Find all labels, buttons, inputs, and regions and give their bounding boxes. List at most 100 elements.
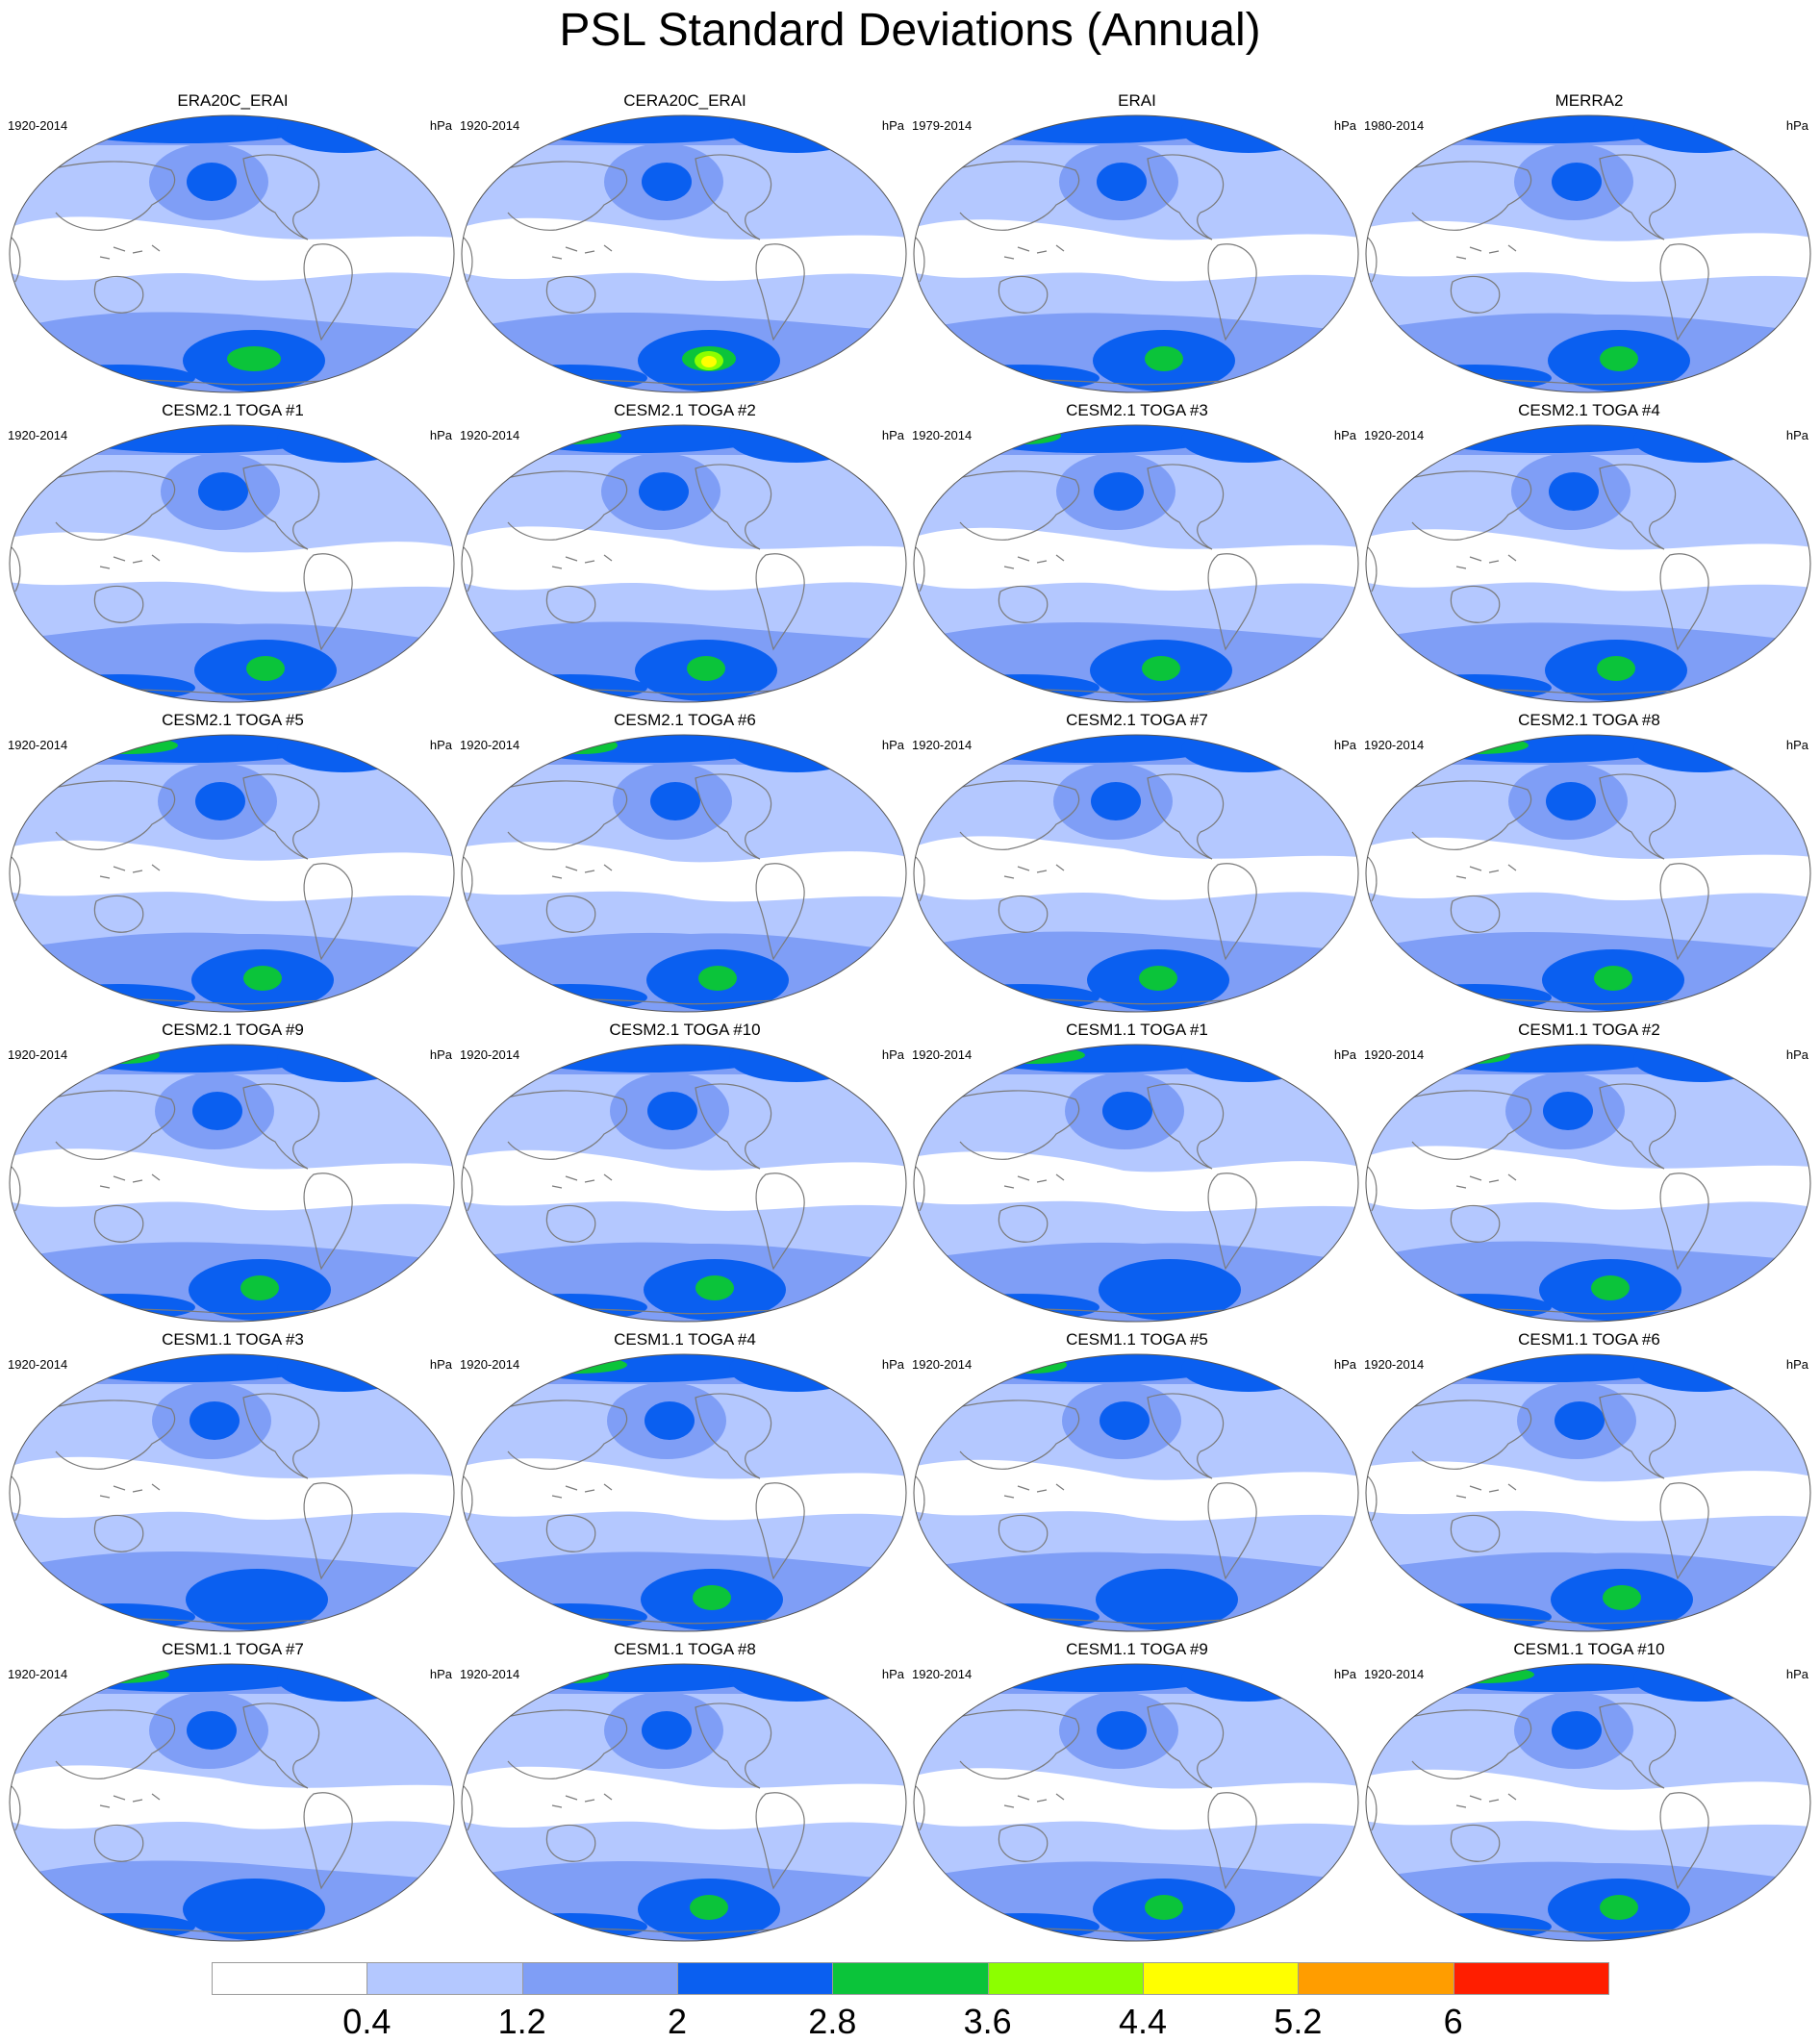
- panel-title: CESM2.1 TOGA #1: [162, 401, 304, 419]
- colorbar-box: [677, 1962, 834, 1995]
- panel-units: hPa: [1785, 1667, 1808, 1681]
- panel-years: 1920-2014: [1364, 738, 1425, 752]
- colorbar-tick-label: 6: [1443, 2002, 1463, 2041]
- panel-units: hPa: [881, 428, 904, 442]
- world-map: [9, 734, 455, 1013]
- map-panel: CESM2.1 TOGA #10 1920-2014 hPa: [460, 1021, 910, 1324]
- map-panel: CESM2.1 TOGA #7 1920-2014 hPa: [912, 711, 1362, 1015]
- world-map: [1365, 1663, 1811, 1942]
- panel-years: 1920-2014: [1364, 428, 1425, 442]
- panel-title: CESM2.1 TOGA #8: [1518, 711, 1660, 729]
- colorbar-tick-label: 5.2: [1274, 2002, 1323, 2041]
- panel-units: hPa: [429, 1667, 452, 1681]
- map-panel: CESM1.1 TOGA #4 1920-2014 hPa: [460, 1330, 910, 1634]
- panel-years: 1920-2014: [460, 428, 520, 442]
- panel-units: hPa: [429, 428, 452, 442]
- colorbar-box: [987, 1962, 1144, 1995]
- panel-title: CESM2.1 TOGA #7: [1066, 711, 1208, 729]
- panel-units: hPa: [1785, 118, 1808, 133]
- panel-title: CESM2.1 TOGA #6: [614, 711, 756, 729]
- world-map: [1365, 424, 1811, 703]
- world-map: [9, 1044, 455, 1323]
- colorbar-box: [212, 1962, 368, 1995]
- map-panel: CERA20C_ERAI 1920-2014 hPa: [460, 91, 910, 395]
- panel-years: 1920-2014: [8, 738, 68, 752]
- map-panel: CESM2.1 TOGA #9 1920-2014 hPa: [8, 1021, 458, 1324]
- panel-title: ERA20C_ERAI: [177, 91, 289, 110]
- panel-years: 1920-2014: [8, 1047, 68, 1062]
- map-panel: CESM2.1 TOGA #4 1920-2014 hPa: [1364, 401, 1814, 705]
- world-map: [461, 114, 907, 393]
- world-map: [913, 1663, 1359, 1942]
- panel-units: hPa: [1333, 428, 1356, 442]
- map-panel: CESM1.1 TOGA #6 1920-2014 hPa: [1364, 1330, 1814, 1634]
- panel-units: hPa: [1785, 1047, 1808, 1062]
- panel-units: hPa: [1785, 738, 1808, 752]
- panel-title: CESM1.1 TOGA #9: [1066, 1640, 1208, 1658]
- panel-units: hPa: [1785, 428, 1808, 442]
- map-panel: CESM2.1 TOGA #1 1920-2014 hPa: [8, 401, 458, 705]
- panel-title: CESM2.1 TOGA #9: [162, 1021, 304, 1039]
- world-map: [9, 1353, 455, 1632]
- world-map: [461, 1663, 907, 1942]
- panel-years: 1920-2014: [912, 738, 973, 752]
- panel-units: hPa: [881, 118, 904, 133]
- panel-units: hPa: [429, 118, 452, 133]
- map-panel: CESM2.1 TOGA #6 1920-2014 hPa: [460, 711, 910, 1015]
- panel-title: CESM2.1 TOGA #2: [614, 401, 756, 419]
- world-map: [9, 1663, 455, 1942]
- panel-units: hPa: [429, 1047, 452, 1062]
- world-map: [461, 424, 907, 703]
- panel-units: hPa: [1333, 1047, 1356, 1062]
- map-panel: CESM1.1 TOGA #7 1920-2014 hPa: [8, 1640, 458, 1944]
- panel-years: 1920-2014: [460, 1667, 520, 1681]
- panel-years: 1920-2014: [8, 1667, 68, 1681]
- panel-title: CESM1.1 TOGA #8: [614, 1640, 756, 1658]
- map-panel: CESM1.1 TOGA #5 1920-2014 hPa: [912, 1330, 1362, 1634]
- map-panel: ERAI 1979-2014 hPa: [912, 91, 1362, 395]
- world-map: [1365, 734, 1811, 1013]
- panel-units: hPa: [881, 738, 904, 752]
- panel-years: 1920-2014: [460, 118, 520, 133]
- figure-title: PSL Standard Deviations (Annual): [559, 5, 1261, 56]
- world-map: [9, 114, 455, 393]
- map-panel: CESM2.1 TOGA #8 1920-2014 hPa: [1364, 711, 1814, 1015]
- panel-units: hPa: [881, 1047, 904, 1062]
- panel-units: hPa: [1785, 1357, 1808, 1372]
- world-map: [913, 1353, 1359, 1632]
- panel-units: hPa: [1333, 738, 1356, 752]
- panel-units: hPa: [1333, 118, 1356, 133]
- map-panel: CESM1.1 TOGA #9 1920-2014 hPa: [912, 1640, 1362, 1944]
- panel-title: CESM1.1 TOGA #6: [1518, 1330, 1660, 1349]
- panel-title: CESM1.1 TOGA #3: [162, 1330, 304, 1349]
- panel-title: ERAI: [1118, 91, 1156, 110]
- colorbar-box: [832, 1962, 989, 1995]
- map-panel: ERA20C_ERAI 1920-2014 hPa: [8, 91, 458, 395]
- map-panel: CESM1.1 TOGA #10 1920-2014 hPa: [1364, 1640, 1814, 1944]
- world-map: [913, 734, 1359, 1013]
- colorbar-tick-label: 0.4: [342, 2002, 392, 2041]
- panel-years: 1920-2014: [912, 1047, 973, 1062]
- panel-years: 1920-2014: [912, 1667, 973, 1681]
- panel-units: hPa: [429, 738, 452, 752]
- panel-years: 1920-2014: [460, 1357, 520, 1372]
- world-map: [461, 1353, 907, 1632]
- panel-units: hPa: [881, 1357, 904, 1372]
- panel-units: hPa: [1333, 1667, 1356, 1681]
- world-map: [1365, 1353, 1811, 1632]
- colorbar-box: [1143, 1962, 1300, 1995]
- panel-years: 1920-2014: [1364, 1047, 1425, 1062]
- world-map: [9, 424, 455, 703]
- colorbar-box: [1453, 1962, 1609, 1995]
- world-map: [1365, 1044, 1811, 1323]
- panel-title: CESM1.1 TOGA #4: [614, 1330, 756, 1349]
- colorbar-box: [1298, 1962, 1454, 1995]
- colorbar: [212, 1962, 1609, 1997]
- panel-years: 1920-2014: [460, 738, 520, 752]
- panel-title: CESM1.1 TOGA #2: [1518, 1021, 1660, 1039]
- colorbar-tick-label: 3.6: [963, 2002, 1012, 2041]
- map-panel: CESM2.1 TOGA #3 1920-2014 hPa: [912, 401, 1362, 705]
- colorbar-tick-label: 1.2: [497, 2002, 546, 2041]
- panel-title: CERA20C_ERAI: [623, 91, 746, 110]
- panel-years: 1920-2014: [8, 118, 68, 133]
